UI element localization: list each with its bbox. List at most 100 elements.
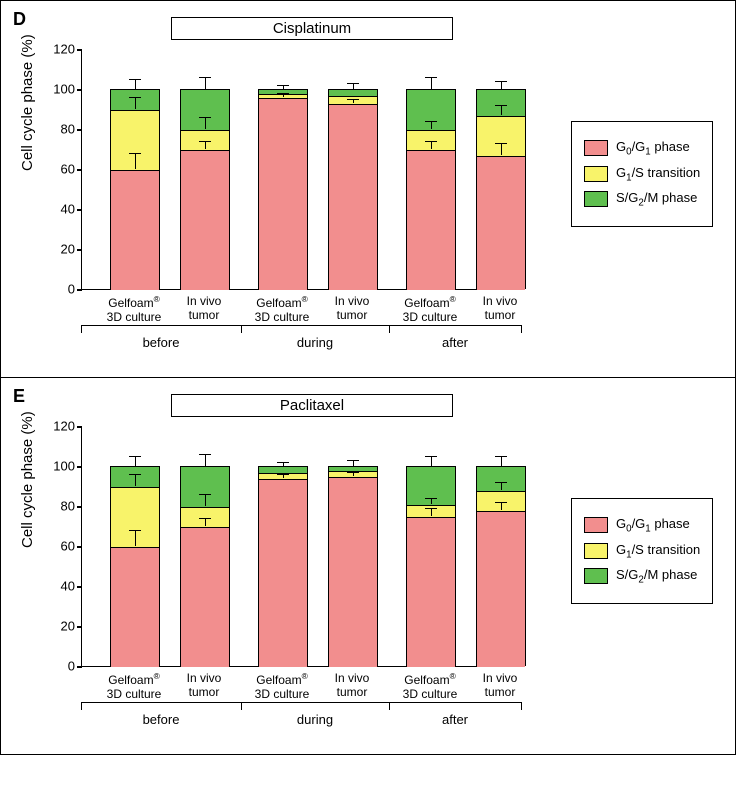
segment-g0g1 xyxy=(407,517,455,667)
chart-row: CisplatinumCell cycle phase (%)020406080… xyxy=(11,11,725,371)
legend-label: S/G2/M phase xyxy=(616,567,697,586)
error-bar-cap xyxy=(347,83,359,84)
group-divider-tick xyxy=(241,325,242,333)
error-bar-cap xyxy=(199,454,211,455)
error-bar-cap xyxy=(495,143,507,144)
stacked-bar xyxy=(258,89,308,289)
group-label: after xyxy=(389,335,521,350)
stacked-bar xyxy=(328,89,378,289)
stacked-bar xyxy=(110,89,160,289)
x-category-label: In vivotumor xyxy=(171,295,237,323)
chart-row: PaclitaxelCell cycle phase (%)0204060801… xyxy=(11,388,725,748)
group-divider-tick xyxy=(81,325,82,333)
error-bar-cap xyxy=(199,117,211,118)
ytick-label: 20 xyxy=(45,242,75,257)
segment-g0g1 xyxy=(407,150,455,290)
x-category-label: In vivotumor xyxy=(319,672,385,700)
ytick-label: 0 xyxy=(45,659,75,674)
group-label: after xyxy=(389,712,521,727)
error-bar-cap xyxy=(495,456,507,457)
chart-area: PaclitaxelCell cycle phase (%)0204060801… xyxy=(11,388,551,748)
error-bar-cap xyxy=(425,456,437,457)
x-category-label: Gelfoam®3D culture xyxy=(249,295,315,325)
x-category-label: Gelfoam®3D culture xyxy=(101,295,167,325)
plot-area xyxy=(81,426,522,667)
y-axis-label: Cell cycle phase (%) xyxy=(19,411,36,548)
ytick-mark xyxy=(77,169,82,171)
error-bar xyxy=(135,474,136,486)
legend-item: G1/S transition xyxy=(584,542,700,561)
ytick-mark xyxy=(77,89,82,91)
stacked-bar xyxy=(476,89,526,289)
error-bar xyxy=(205,494,206,506)
ytick-mark xyxy=(77,129,82,131)
group-label: before xyxy=(81,335,241,350)
error-bar-cap xyxy=(425,121,437,122)
error-bar-cap xyxy=(277,93,289,94)
error-bar-cap xyxy=(199,518,211,519)
x-category-label: Gelfoam®3D culture xyxy=(249,672,315,702)
legend-item: G1/S transition xyxy=(584,165,700,184)
segment-g0g1 xyxy=(181,527,229,667)
x-category-label: In vivotumor xyxy=(467,672,533,700)
panel-e: EPaclitaxelCell cycle phase (%)020406080… xyxy=(0,378,736,755)
x-category-label: Gelfoam®3D culture xyxy=(397,672,463,702)
legend: G0/G1 phase G1/S transition S/G2/M phase xyxy=(571,121,713,227)
segment-g0g1 xyxy=(259,479,307,667)
group-divider-tick xyxy=(389,325,390,333)
error-bar-cap xyxy=(129,474,141,475)
ytick-label: 60 xyxy=(45,162,75,177)
plot-area xyxy=(81,49,522,290)
stacked-bar xyxy=(110,466,160,666)
legend-swatch xyxy=(584,140,608,156)
segment-g0g1 xyxy=(329,104,377,290)
legend-item: S/G2/M phase xyxy=(584,190,700,209)
error-bar-cap xyxy=(129,530,141,531)
error-bar-cap xyxy=(199,141,211,142)
error-bar-cap xyxy=(495,482,507,483)
segment-g0g1 xyxy=(111,547,159,667)
error-bar-cap xyxy=(495,81,507,82)
x-category-label: Gelfoam®3D culture xyxy=(101,672,167,702)
ytick-mark xyxy=(77,289,82,291)
group-divider-line xyxy=(81,702,521,703)
error-bar xyxy=(501,456,502,466)
ytick-label: 40 xyxy=(45,202,75,217)
x-category-label: Gelfoam®3D culture xyxy=(397,295,463,325)
legend-swatch xyxy=(584,568,608,584)
legend-label: S/G2/M phase xyxy=(616,190,697,209)
error-bar-cap xyxy=(495,105,507,106)
ytick-mark xyxy=(77,249,82,251)
error-bar xyxy=(135,153,136,169)
stacked-bar xyxy=(258,466,308,666)
error-bar xyxy=(431,456,432,466)
ytick-mark xyxy=(77,546,82,548)
legend-item: G0/G1 phase xyxy=(584,139,700,158)
legend-label: G0/G1 phase xyxy=(616,139,690,158)
error-bar xyxy=(135,79,136,89)
error-bar-cap xyxy=(347,460,359,461)
error-bar-cap xyxy=(199,77,211,78)
ytick-mark xyxy=(77,466,82,468)
error-bar-cap xyxy=(129,97,141,98)
legend-item: G0/G1 phase xyxy=(584,516,700,535)
group-label: during xyxy=(241,712,389,727)
error-bar xyxy=(205,518,206,526)
error-bar-cap xyxy=(277,474,289,475)
error-bar xyxy=(501,81,502,89)
x-category-label: In vivotumor xyxy=(467,295,533,323)
ytick-label: 40 xyxy=(45,579,75,594)
chart-title: Paclitaxel xyxy=(171,394,453,417)
legend-label: G0/G1 phase xyxy=(616,516,690,535)
legend-swatch xyxy=(584,517,608,533)
error-bar-cap xyxy=(199,494,211,495)
ytick-mark xyxy=(77,49,82,51)
ytick-label: 80 xyxy=(45,499,75,514)
error-bar-cap xyxy=(277,85,289,86)
error-bar xyxy=(431,508,432,516)
legend-swatch xyxy=(584,191,608,207)
legend: G0/G1 phase G1/S transition S/G2/M phase xyxy=(571,498,713,604)
legend-swatch xyxy=(584,166,608,182)
chart-area: CisplatinumCell cycle phase (%)020406080… xyxy=(11,11,551,371)
segment-g0g1 xyxy=(329,477,377,667)
